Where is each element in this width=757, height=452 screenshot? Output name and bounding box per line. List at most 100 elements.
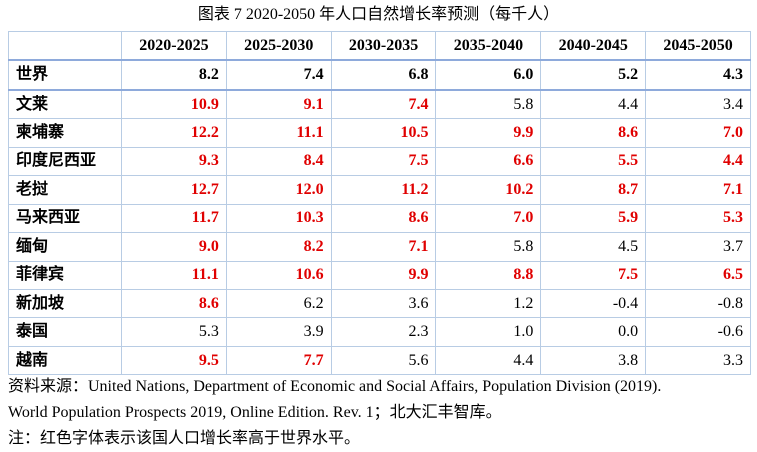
rate-value-cell: 3.9	[225, 317, 332, 347]
country-name-cell: 越南	[8, 345, 122, 376]
rate-value-cell: 4.3	[645, 59, 751, 91]
rate-value-cell: 7.4	[330, 89, 437, 120]
table-row: 印度尼西亚 9.3 8.4 7.5 6.6 5.5 4.4	[8, 146, 751, 177]
rate-value-cell: 3.8	[540, 345, 647, 376]
table-row: 缅甸 9.0 8.2 7.1 5.8 4.5 3.7	[8, 232, 751, 262]
country-name-cell: 世界	[8, 59, 122, 91]
rate-value-cell: 9.1	[225, 89, 332, 120]
rate-value-cell: 9.9	[435, 118, 542, 148]
header-corner-cell	[8, 31, 122, 61]
rate-value-cell: 3.7	[645, 232, 751, 262]
rate-value-cell: 11.2	[330, 175, 437, 205]
rate-value-cell: 7.1	[330, 232, 437, 262]
notes: 资料来源：United Nations, Department of Econo…	[8, 374, 753, 452]
rate-value-cell: 1.0	[435, 317, 542, 347]
header-period-cell: 2035-2040	[435, 31, 542, 61]
rate-value-cell: 8.6	[330, 203, 437, 234]
rate-value-cell: 5.2	[540, 59, 647, 91]
rate-value-cell: 6.6	[435, 146, 542, 177]
table-row: 新加坡 8.6 6.2 3.6 1.2 -0.4 -0.8	[8, 288, 751, 319]
rate-value-cell: 10.9	[121, 89, 227, 120]
country-name-cell: 马来西亚	[8, 203, 122, 234]
rate-value-cell: 8.4	[225, 146, 332, 177]
rate-value-cell: 8.8	[435, 260, 542, 290]
rate-value-cell: 10.3	[225, 203, 332, 234]
source-line-1: 资料来源：United Nations, Department of Econo…	[8, 378, 662, 395]
rate-value-cell: 0.0	[540, 317, 647, 347]
rate-value-cell: -0.6	[645, 317, 751, 347]
rate-value-cell: 4.4	[435, 345, 542, 376]
rate-value-cell: 6.2	[225, 288, 332, 319]
rate-value-cell: 8.7	[540, 175, 647, 205]
header-period-cell: 2045-2050	[645, 31, 751, 61]
rate-value-cell: 12.0	[225, 175, 332, 205]
country-name-cell: 老挝	[8, 175, 122, 205]
country-name-cell: 文莱	[8, 89, 122, 120]
header-period-cell: 2020-2025	[121, 31, 227, 61]
rate-value-cell: 12.7	[121, 175, 227, 205]
table-row: 菲律宾 11.1 10.6 9.9 8.8 7.5 6.5	[8, 260, 751, 290]
rate-value-cell: 6.8	[330, 59, 437, 91]
rate-value-cell: 3.4	[645, 89, 751, 120]
table-row: 老挝 12.7 12.0 11.2 10.2 8.7 7.1	[8, 175, 751, 205]
header-period-cell: 2025-2030	[225, 31, 332, 61]
rate-value-cell: 5.6	[330, 345, 437, 376]
rate-value-cell: 5.9	[540, 203, 647, 234]
country-name-cell: 柬埔寨	[8, 118, 122, 148]
rate-value-cell: 8.6	[121, 288, 227, 319]
rate-value-cell: 1.2	[435, 288, 542, 319]
rate-value-cell: 10.6	[225, 260, 332, 290]
rate-value-cell: 4.4	[540, 89, 647, 120]
country-name-cell: 缅甸	[8, 232, 122, 262]
table-row: 越南 9.5 7.7 5.6 4.4 3.8 3.3	[8, 345, 751, 376]
rate-value-cell: 3.6	[330, 288, 437, 319]
growth-rate-table: 2020-2025 2025-2030 2030-2035 2035-2040 2040…	[8, 31, 751, 376]
rate-value-cell: 9.0	[121, 232, 227, 262]
rate-value-cell: 2.3	[330, 317, 437, 347]
rate-value-cell: 4.5	[540, 232, 647, 262]
country-name-cell: 泰国	[8, 317, 122, 347]
source-line-2: World Population Prospects 2019, Online …	[8, 404, 502, 421]
rate-value-cell: 10.5	[330, 118, 437, 148]
footnote: 注：红色字体表示该国人口增长率高于世界水平。	[8, 430, 361, 447]
rate-value-cell: 10.2	[435, 175, 542, 205]
header-period-cell: 2040-2045	[540, 31, 647, 61]
rate-value-cell: 8.2	[121, 59, 227, 91]
rate-value-cell: 11.7	[121, 203, 227, 234]
table-caption: 图表 7 2020-2050 年人口自然增长率预测（每千人）	[197, 6, 560, 23]
rate-value-cell: 6.5	[645, 260, 751, 290]
country-name-cell: 印度尼西亚	[8, 146, 122, 177]
table-header: 2020-2025 2025-2030 2030-2035 2035-2040 2040…	[8, 31, 751, 61]
rate-value-cell: 8.6	[540, 118, 647, 148]
rate-value-cell: 3.3	[645, 345, 751, 376]
rate-value-cell: 4.4	[645, 146, 751, 177]
table-row: 文莱 10.9 9.1 7.4 5.8 4.4 3.4	[8, 89, 751, 120]
table-body: 世界 8.2 7.4 6.8 6.0 5.2 4.3 文莱 10.9 9.1 7.4 5.8 4.4 3.…	[8, 59, 751, 376]
rate-value-cell: -0.8	[645, 288, 751, 319]
rate-value-cell: 7.5	[540, 260, 647, 290]
rate-value-cell: 7.7	[225, 345, 332, 376]
header-row: 2020-2025 2025-2030 2030-2035 2035-2040 2040…	[8, 31, 751, 61]
rate-value-cell: 9.3	[121, 146, 227, 177]
rate-value-cell: 9.9	[330, 260, 437, 290]
rate-value-cell: 5.3	[645, 203, 751, 234]
rate-value-cell: 5.8	[435, 89, 542, 120]
table-row: 柬埔寨 12.2 11.1 10.5 9.9 8.6 7.0	[8, 118, 751, 148]
rate-value-cell: 8.2	[225, 232, 332, 262]
rate-value-cell: -0.4	[540, 288, 647, 319]
rate-value-cell: 12.2	[121, 118, 227, 148]
country-name-cell: 菲律宾	[8, 260, 122, 290]
table-row: 马来西亚 11.7 10.3 8.6 7.0 5.9 5.3	[8, 203, 751, 234]
table-row: 世界 8.2 7.4 6.8 6.0 5.2 4.3	[8, 59, 751, 91]
rate-value-cell: 7.5	[330, 146, 437, 177]
rate-value-cell: 6.0	[435, 59, 542, 91]
rate-value-cell: 7.1	[645, 175, 751, 205]
rate-value-cell: 11.1	[225, 118, 332, 148]
country-name-cell: 新加坡	[8, 288, 122, 319]
rate-value-cell: 11.1	[121, 260, 227, 290]
header-period-cell: 2030-2035	[330, 31, 437, 61]
rate-value-cell: 7.0	[645, 118, 751, 148]
rate-value-cell: 5.3	[121, 317, 227, 347]
rate-value-cell: 9.5	[121, 345, 227, 376]
rate-value-cell: 7.0	[435, 203, 542, 234]
